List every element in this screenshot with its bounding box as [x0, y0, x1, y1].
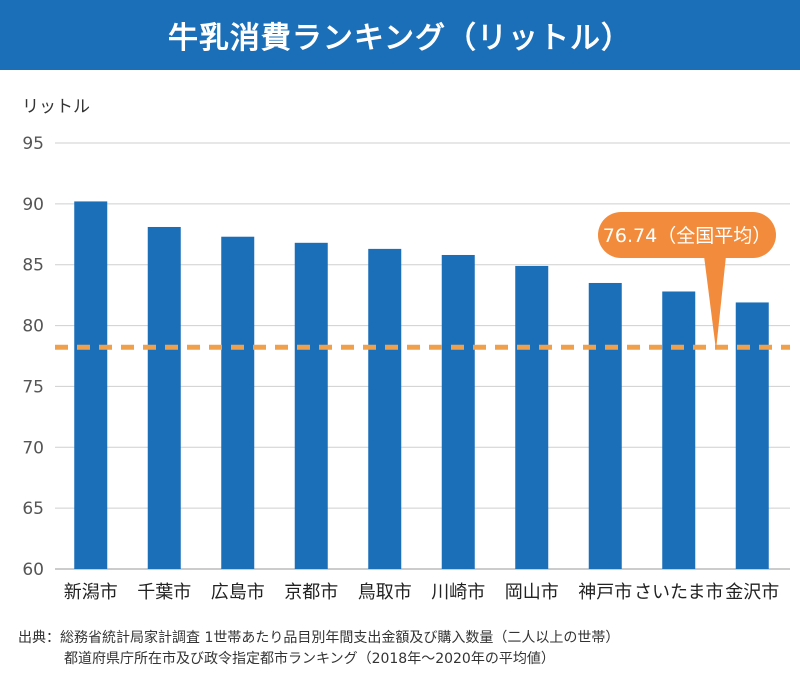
x-tick-label: 川崎市 — [431, 582, 485, 603]
bar — [221, 236, 255, 569]
bar — [588, 282, 622, 569]
chart-title: 牛乳消費ランキング（リットル） — [167, 21, 633, 56]
bar — [74, 201, 108, 569]
y-tick-label: 75 — [22, 377, 44, 397]
y-tick-label: 85 — [22, 256, 44, 276]
bar — [441, 254, 475, 569]
y-tick-label: 80 — [22, 317, 44, 337]
average-callout-label: 76.74（全国平均） — [603, 225, 771, 247]
bar — [515, 265, 549, 569]
x-tick-label: 金沢市 — [725, 582, 779, 603]
y-tick-label: 70 — [22, 438, 44, 458]
bar — [735, 302, 769, 569]
x-tick-label: 京都市 — [284, 582, 338, 603]
x-tick-label: 千葉市 — [137, 582, 191, 603]
x-tick-label: 神戸市 — [578, 582, 632, 603]
bar — [147, 226, 181, 570]
bar — [662, 291, 696, 569]
average-callout — [598, 212, 776, 258]
chart-header: 牛乳消費ランキング（リットル） — [0, 0, 800, 70]
average-callout-pointer — [704, 256, 726, 350]
x-tick-label: 新潟市 — [64, 582, 118, 603]
y-tick-label: 65 — [22, 499, 44, 519]
source-line-2: 都道府県庁所在市及び政令指定都市ランキング（2018年〜2020年の平均値） — [64, 651, 555, 667]
y-axis-unit-label: リットル — [22, 97, 90, 117]
bar — [294, 242, 328, 569]
source-note: 出典：総務省統計局家計調査 1世帯あたり品目別年間支出金額及び購入数量（二人以上… — [18, 628, 619, 670]
x-tick-label: 広島市 — [211, 582, 265, 603]
bar — [368, 248, 402, 570]
source-line-1: 出典：総務省統計局家計調査 1世帯あたり品目別年間支出金額及び購入数量（二人以上… — [18, 630, 620, 646]
y-tick-label: 90 — [22, 195, 44, 215]
x-tick-label: 鳥取市 — [358, 582, 412, 603]
y-tick-label: 95 — [22, 134, 44, 154]
x-tick-label: 岡山市 — [505, 582, 559, 603]
x-tick-label: さいたま市 — [634, 582, 723, 603]
y-tick-label: 60 — [22, 560, 44, 580]
